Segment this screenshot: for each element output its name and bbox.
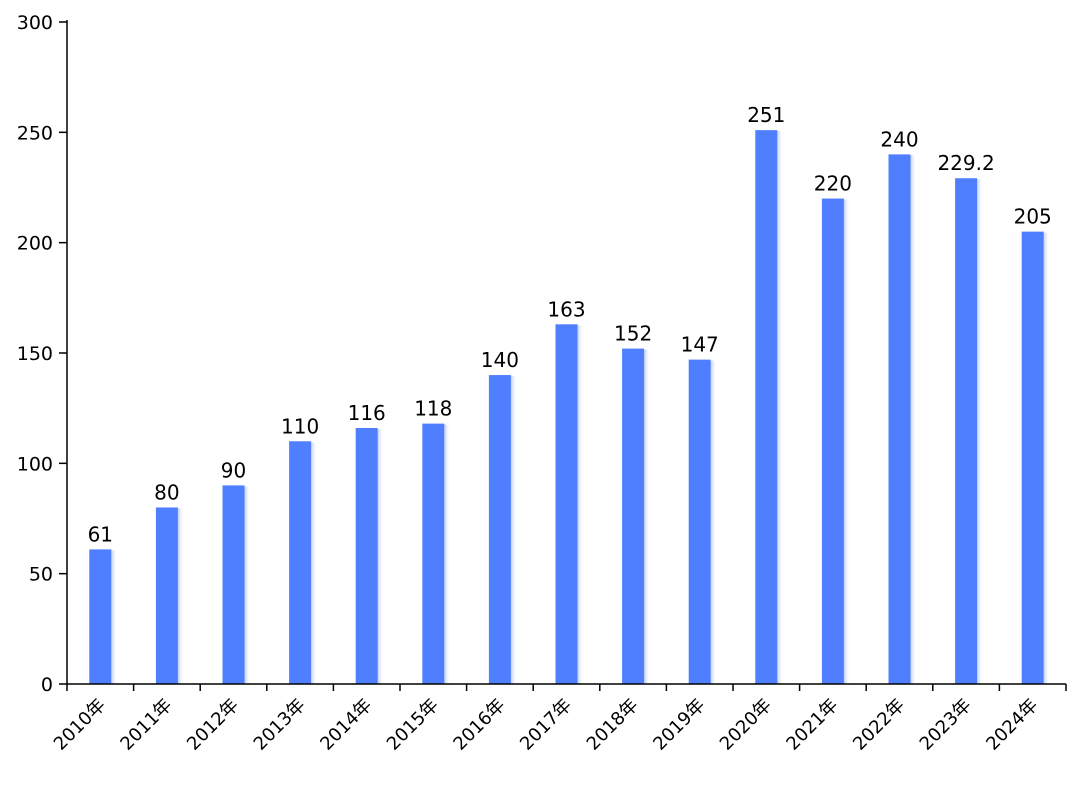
x-tick-label: 2010年 [50, 695, 110, 755]
x-tick-label: 2024年 [982, 695, 1042, 755]
data-label: 110 [281, 414, 319, 438]
bar-2019年 [688, 359, 711, 684]
data-label: 80 [154, 480, 179, 504]
bar-shadow [244, 486, 251, 684]
bar-shadow [444, 424, 451, 684]
x-tick-label: 2019年 [649, 695, 709, 755]
x-tick-label: 2017年 [516, 695, 576, 755]
bar-shadow [510, 376, 517, 684]
bar-2012年 [222, 485, 245, 684]
bar-2018年 [622, 348, 645, 684]
bar-2017年 [555, 324, 578, 684]
bar-2011年 [155, 507, 178, 684]
y-tick-label: 150 [17, 343, 53, 365]
bar-2024年 [1021, 231, 1044, 684]
bar-shadow [377, 429, 384, 684]
axes-layer: 0 50 100 150 200 250 300 [17, 12, 1067, 696]
data-label: 61 [88, 522, 113, 546]
bar-2021年 [821, 198, 844, 685]
data-label: 229.2 [937, 151, 994, 175]
x-tick-label: 2018年 [583, 695, 643, 755]
x-tick-label: 2013年 [250, 695, 310, 755]
bar-shadow [177, 508, 184, 684]
data-label: 240 [880, 127, 918, 151]
bar-2023年 [955, 178, 978, 684]
y-tick-label: 100 [17, 453, 53, 475]
x-tick-label: 2016年 [449, 695, 509, 755]
y-tick-label: 250 [17, 122, 53, 144]
data-label: 163 [547, 297, 585, 321]
bar-2020年 [755, 130, 778, 685]
x-tick-label: 2014年 [316, 695, 376, 755]
y-tick-label: 200 [17, 233, 53, 255]
bar-2022年 [888, 154, 911, 684]
y-tick-label: 300 [17, 12, 53, 34]
bar-shadow [977, 179, 984, 684]
bar-2016年 [488, 375, 511, 684]
bar-shadow [710, 360, 717, 684]
bar-shadow [311, 442, 318, 684]
data-label: 118 [414, 397, 452, 421]
bar-2014年 [355, 428, 378, 684]
bar-shadow [111, 550, 118, 684]
x-tick-label: 2021年 [782, 695, 842, 755]
x-tick-label: 2020年 [716, 695, 776, 755]
x-tick-label: 2011年 [116, 695, 176, 755]
bar-shadow [1043, 232, 1050, 684]
bar-2013年 [289, 441, 312, 684]
x-tick-label: 2023年 [916, 695, 976, 755]
data-label: 147 [681, 333, 719, 357]
data-label: 140 [481, 348, 519, 372]
x-tick-label: 2015年 [383, 695, 443, 755]
x-tick-label: 2022年 [849, 695, 909, 755]
bars-layer [89, 130, 1050, 685]
data-label: 90 [221, 458, 246, 482]
bar-2010年 [89, 549, 112, 684]
data-label: 251 [747, 103, 785, 127]
y-tick-label: 50 [29, 564, 53, 586]
x-tick-label: 2012年 [183, 695, 243, 755]
data-label: 205 [1014, 205, 1052, 229]
bar-shadow [644, 349, 651, 684]
bar-shadow [577, 325, 584, 684]
y-tick-label: 0 [41, 674, 53, 696]
bar-2015年 [422, 423, 445, 684]
bar-shadow [910, 155, 917, 684]
data-label: 116 [348, 401, 386, 425]
bar-shadow [843, 199, 850, 685]
data-label: 152 [614, 322, 652, 346]
data-label: 220 [814, 172, 852, 196]
bar-shadow [777, 131, 784, 685]
